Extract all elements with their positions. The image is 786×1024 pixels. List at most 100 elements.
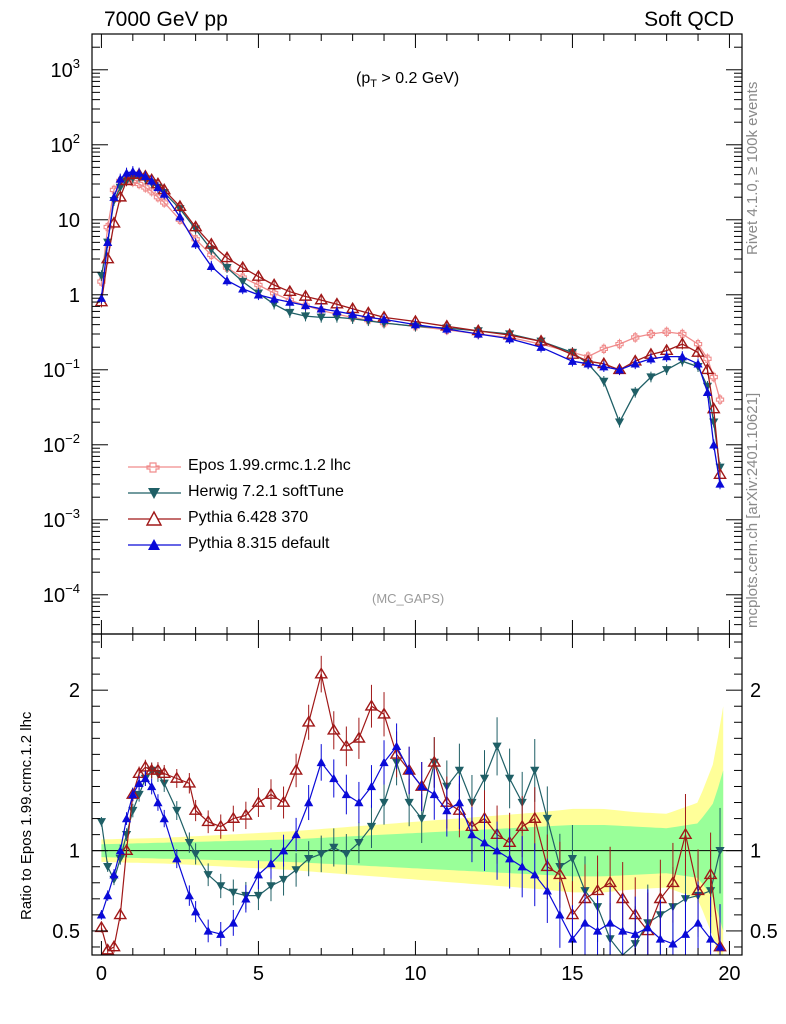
ratio-point [417, 814, 427, 824]
ratio-point [253, 870, 264, 879]
main-point [107, 216, 121, 228]
ratio-point [715, 846, 725, 856]
main-point [363, 312, 373, 322]
main-point [630, 359, 640, 368]
main-point [702, 387, 713, 397]
ratio-point [339, 739, 354, 751]
tick-label-base: 10 [58, 210, 80, 232]
main-point [220, 250, 234, 263]
ratio-point [505, 774, 515, 784]
ratio-point [213, 819, 228, 831]
process-label: Soft QCD [644, 8, 734, 31]
legend-item-pythia6: Pythia 6.428 370 [126, 508, 426, 532]
tick-label-base: 10 [51, 60, 73, 82]
ratio-point [228, 918, 238, 927]
tick-label-exponent: 2 [73, 131, 80, 146]
ratio-y-tick-label-right: 2 [750, 680, 761, 702]
main-point [134, 179, 144, 189]
main-point [630, 388, 640, 397]
main-point [505, 334, 515, 343]
main-y-tick-label: 10−1 [43, 356, 80, 382]
ratio-point [134, 778, 144, 787]
main-series-0 [97, 174, 725, 405]
tick-label-base: 10 [43, 435, 65, 457]
ratio-point [404, 765, 414, 775]
ratio-point [151, 763, 165, 775]
main-y-tick-label: 102 [51, 131, 80, 157]
main-y-tick-label: 1 [69, 285, 80, 307]
ratio-point [417, 781, 427, 791]
main-point [646, 329, 656, 339]
pt-cut-subscript: T [370, 78, 377, 91]
ratio-point [379, 757, 389, 767]
axes [91, 33, 743, 956]
ratio-point [184, 891, 194, 900]
main-point [175, 212, 185, 221]
ratio-band-outer [101, 706, 724, 955]
ratio-point [172, 854, 182, 863]
ratio-point [630, 929, 640, 938]
main-point [316, 304, 326, 313]
ratio-point [304, 855, 314, 864]
main-point [599, 362, 609, 371]
main-point [222, 275, 232, 285]
main-point [147, 176, 157, 185]
ratio-point [191, 907, 201, 916]
ratio-point [138, 760, 153, 772]
legend-label-epos: Epos 1.99.crmc.1.2 lhc [188, 457, 351, 474]
ratio-point [553, 867, 567, 880]
ratio-point [341, 789, 351, 799]
main-series-3 [96, 166, 725, 490]
ratio-point [96, 910, 107, 919]
ratio-point [377, 707, 391, 719]
main-point [332, 306, 342, 316]
ratio-point [479, 774, 490, 784]
ratio-y-axis-label: Ratio to Epos 1.99.crmc.1.2 lhc [18, 711, 35, 920]
main-point [109, 192, 119, 201]
ratio-series [94, 655, 727, 956]
main-point [238, 277, 248, 287]
main-point [204, 237, 219, 249]
main-y-tick-label: 103 [51, 56, 80, 82]
main-point [646, 354, 656, 363]
legend-item-epos: Epos 1.99.crmc.1.2 lhc [126, 456, 426, 480]
main-point [253, 290, 264, 299]
ratio-point [289, 763, 303, 775]
main-point [693, 339, 703, 349]
ratio-point [467, 830, 477, 839]
ratio-point [226, 811, 241, 823]
main-point [147, 187, 156, 196]
ratio-point [119, 843, 134, 856]
main-point [269, 294, 279, 303]
ratio-point [427, 755, 442, 767]
ratio-point [107, 940, 121, 952]
main-point [410, 320, 421, 329]
main-point [235, 260, 250, 273]
main-point [191, 239, 201, 248]
main-point [599, 344, 608, 354]
energy-label: 7000 GeV pp [104, 8, 228, 31]
ratio-point [96, 818, 107, 827]
tick-label-base: 10 [43, 585, 65, 607]
ratio-point [479, 838, 490, 847]
ratio-point [580, 918, 590, 927]
main-point [348, 309, 358, 318]
analysis-label: (MC_GAPS) [372, 591, 445, 606]
ratio-point [159, 779, 169, 788]
main-point [631, 333, 640, 342]
ratio-point [352, 731, 366, 743]
ratio-point [182, 776, 197, 788]
ratio-x-tick-label: 0 [96, 963, 107, 985]
ratio-point [442, 805, 452, 815]
main-point [316, 313, 326, 322]
main-point [614, 418, 625, 427]
main-point [614, 365, 625, 374]
ratio-point [291, 866, 301, 875]
ratio-point [191, 850, 201, 859]
main-point [662, 327, 671, 337]
main-point [715, 479, 725, 488]
main-series-line-0 [100, 179, 721, 400]
ratio-point [103, 891, 113, 900]
tick-label-base: 10 [51, 135, 73, 157]
